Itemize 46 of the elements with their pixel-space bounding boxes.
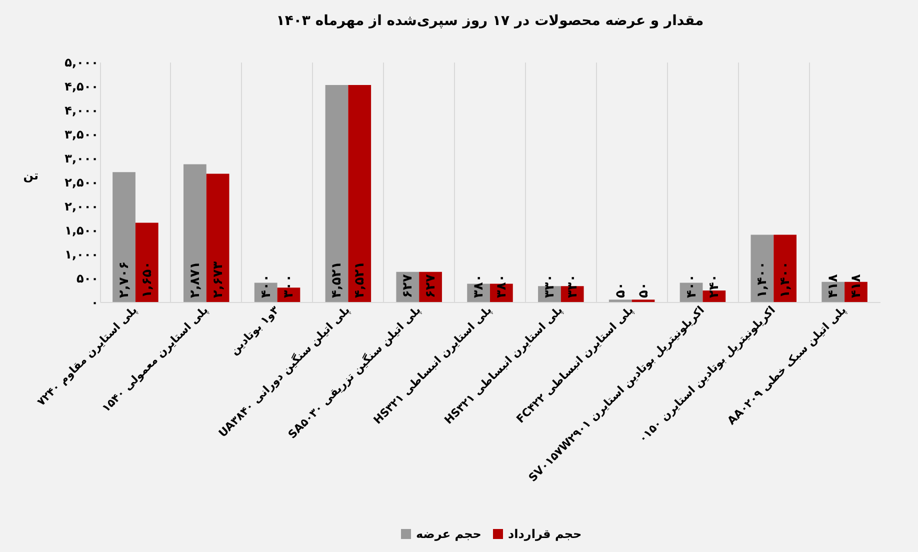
data-label: ۵۰ bbox=[636, 282, 652, 298]
y-tick-label: ۲,۰۰۰ bbox=[64, 200, 98, 214]
bar bbox=[183, 164, 206, 302]
legend-label: حجم عرضه bbox=[416, 527, 482, 541]
data-label: ۴۱۸ bbox=[826, 274, 842, 298]
data-label: ۴,۵۲۱ bbox=[352, 261, 368, 298]
bar bbox=[750, 234, 774, 302]
data-label: ۲,۶۷۳ bbox=[210, 261, 226, 298]
y-tick-label: ۳,۰۰۰ bbox=[64, 152, 98, 166]
legend-label: حجم قرارداد bbox=[508, 527, 582, 541]
y-tick-label: ۵۰۰ bbox=[76, 272, 98, 286]
data-label: ۴۱۸ bbox=[848, 274, 864, 298]
data-label: ۲,۷۰۶ bbox=[117, 261, 132, 298]
data-label: ۴۰۰ bbox=[258, 274, 274, 298]
data-label: ۴,۵۲۱ bbox=[330, 261, 345, 298]
bar bbox=[135, 222, 158, 302]
data-label: ۳۸۰ bbox=[472, 274, 487, 298]
data-label: ۴۰۰ bbox=[684, 274, 700, 298]
data-label: ۱,۴۰۰ bbox=[755, 261, 770, 298]
bar bbox=[348, 84, 372, 302]
y-tick-label: ۴,۰۰۰ bbox=[64, 104, 98, 118]
bar bbox=[206, 174, 230, 302]
bar bbox=[774, 234, 797, 302]
data-label: ۶۲۷ bbox=[424, 274, 439, 298]
data-label: ۳۳۰ bbox=[565, 274, 580, 298]
y-tick-label: ۱,۰۰۰ bbox=[64, 248, 98, 262]
data-label: ۲,۸۷۱ bbox=[188, 261, 203, 298]
bar bbox=[112, 172, 136, 302]
data-label: ۳۳۰ bbox=[542, 274, 558, 298]
data-label: ۱,۶۵۰ bbox=[140, 261, 155, 298]
data-label: ۶۲۷ bbox=[400, 274, 416, 298]
data-label: ۱,۴۰۰ bbox=[778, 261, 794, 298]
x-tick-label: ۳و۱ بوتادین bbox=[228, 303, 282, 358]
bar bbox=[325, 84, 348, 302]
data-label: ۳۸۰ bbox=[494, 274, 510, 298]
y-tick-label: ۲,۵۰۰ bbox=[64, 176, 98, 190]
y-tick-label: ۴,۵۰۰ bbox=[64, 80, 98, 94]
y-tick-label: ۱,۵۰۰ bbox=[64, 224, 98, 238]
chart-title: مقدار و عرضه محصولات در ۱۷ روز سپری‌شده از مهرماه ۱۴۰۳ bbox=[276, 13, 704, 29]
y-tick-label: ۳,۵۰۰ bbox=[64, 128, 98, 142]
data-label: ۳۰۰ bbox=[282, 274, 297, 298]
y-tick-label: ۰ bbox=[91, 296, 98, 310]
y-axis-title: تن bbox=[23, 168, 38, 182]
y-tick-label: ۵,۰۰۰ bbox=[64, 56, 98, 70]
data-label: ۲۴۰ bbox=[707, 274, 722, 298]
data-label: ۵۰ bbox=[613, 282, 628, 298]
